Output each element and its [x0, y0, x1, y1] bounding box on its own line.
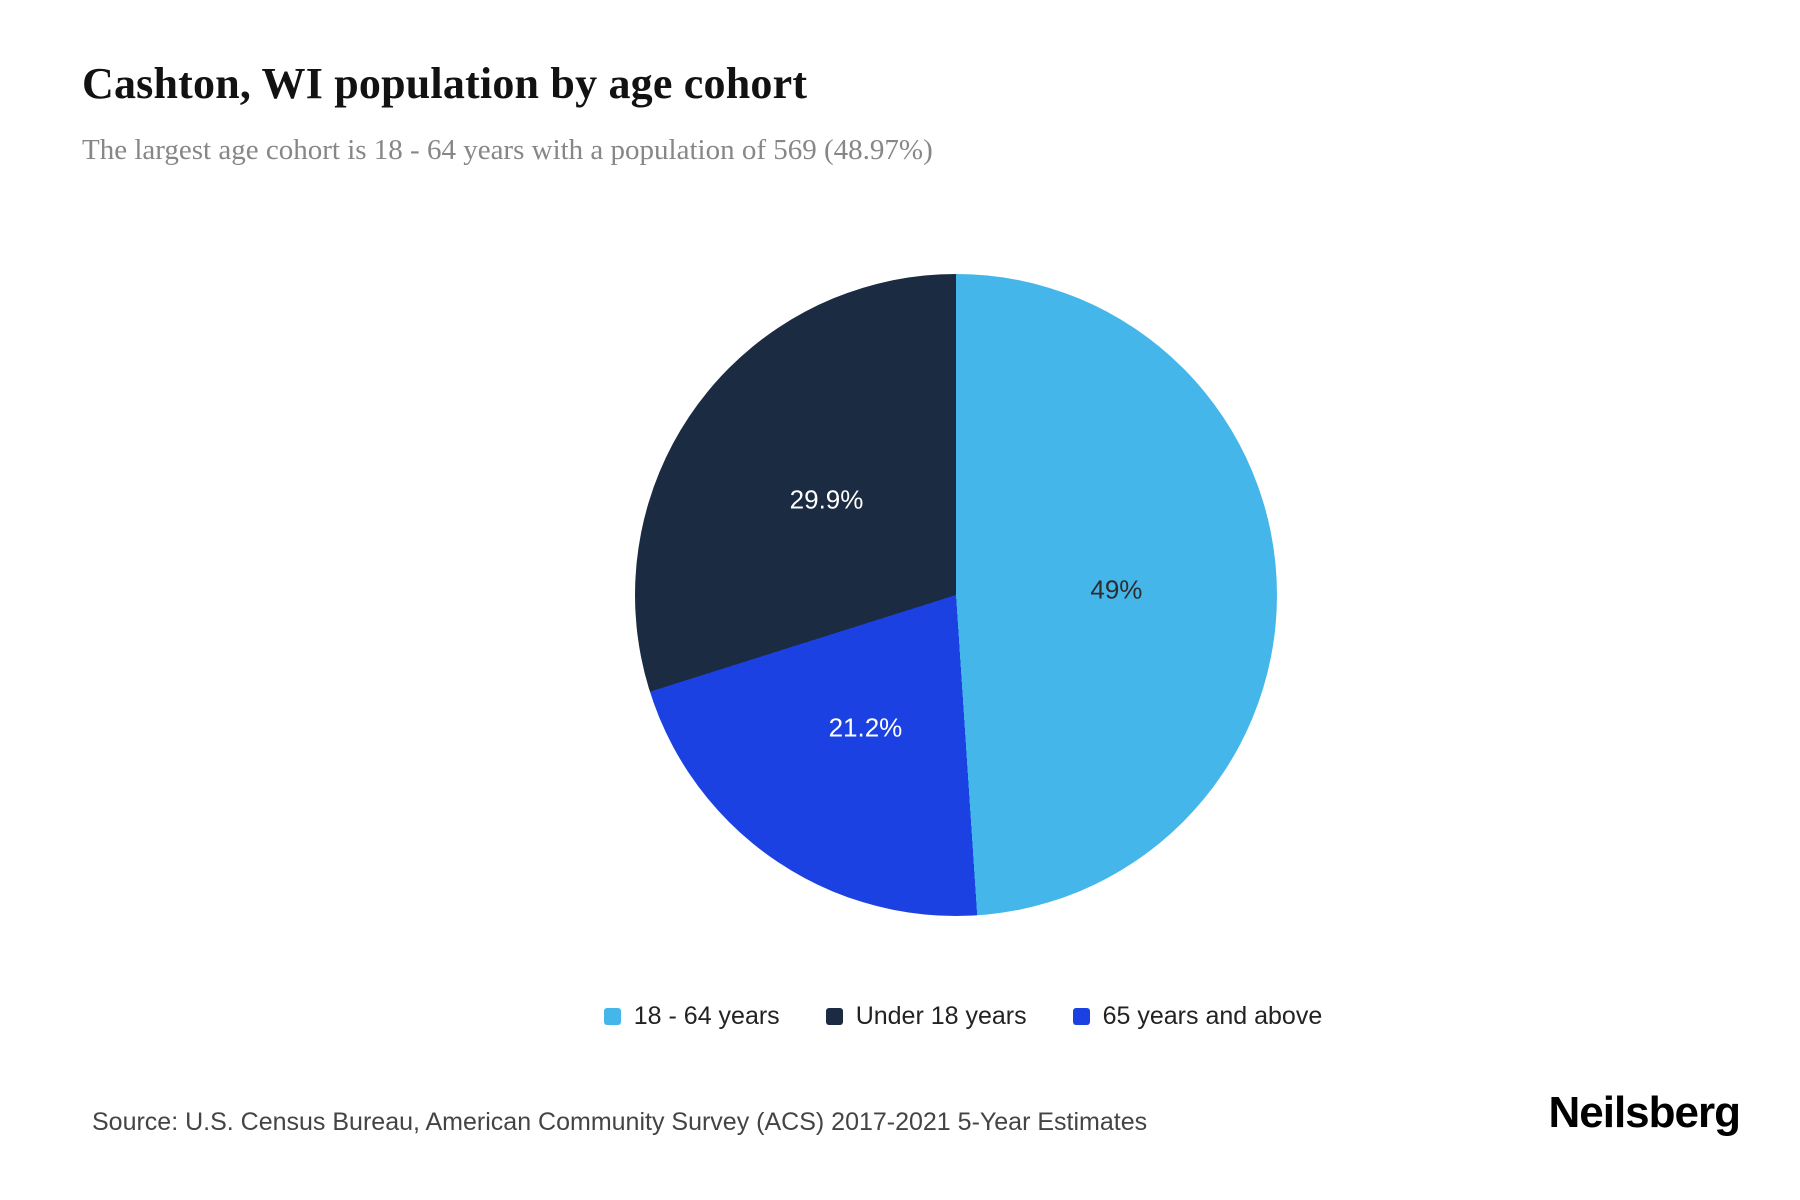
chart-subtitle: The largest age cohort is 18 - 64 years …	[82, 134, 933, 166]
pie-chart[interactable]	[635, 274, 1277, 916]
legend-swatch	[1072, 1008, 1090, 1025]
legend-label: Under 18 years	[855, 1002, 1027, 1030]
source-note: Source: U.S. Census Bureau, American Com…	[92, 1108, 1148, 1136]
legend-label: 18 - 64 years	[633, 1002, 780, 1030]
legend-swatch	[603, 1008, 621, 1025]
neilsberg-logo: Neilsberg	[1548, 1088, 1741, 1137]
legend-label: 65 years and above	[1102, 1002, 1323, 1030]
chart-title: Cashton, WI population by age cohort	[82, 59, 808, 108]
pie-slice-label: 21.2%	[828, 712, 903, 743]
pie-slice-label: 49%	[1090, 574, 1143, 605]
legend: 18 - 64 years Under 18 years 65 years and …	[63, 1002, 1800, 1031]
legend-item[interactable]: Under 18 years	[825, 1002, 1027, 1031]
pie-slice-label: 29.9%	[789, 484, 864, 515]
legend-item[interactable]: 18 - 64 years	[603, 1002, 780, 1031]
pie-chart-area: 49% 21.2% 29.9%	[635, 274, 1277, 916]
legend-swatch	[825, 1008, 843, 1025]
legend-item[interactable]: 65 years and above	[1072, 1002, 1323, 1031]
